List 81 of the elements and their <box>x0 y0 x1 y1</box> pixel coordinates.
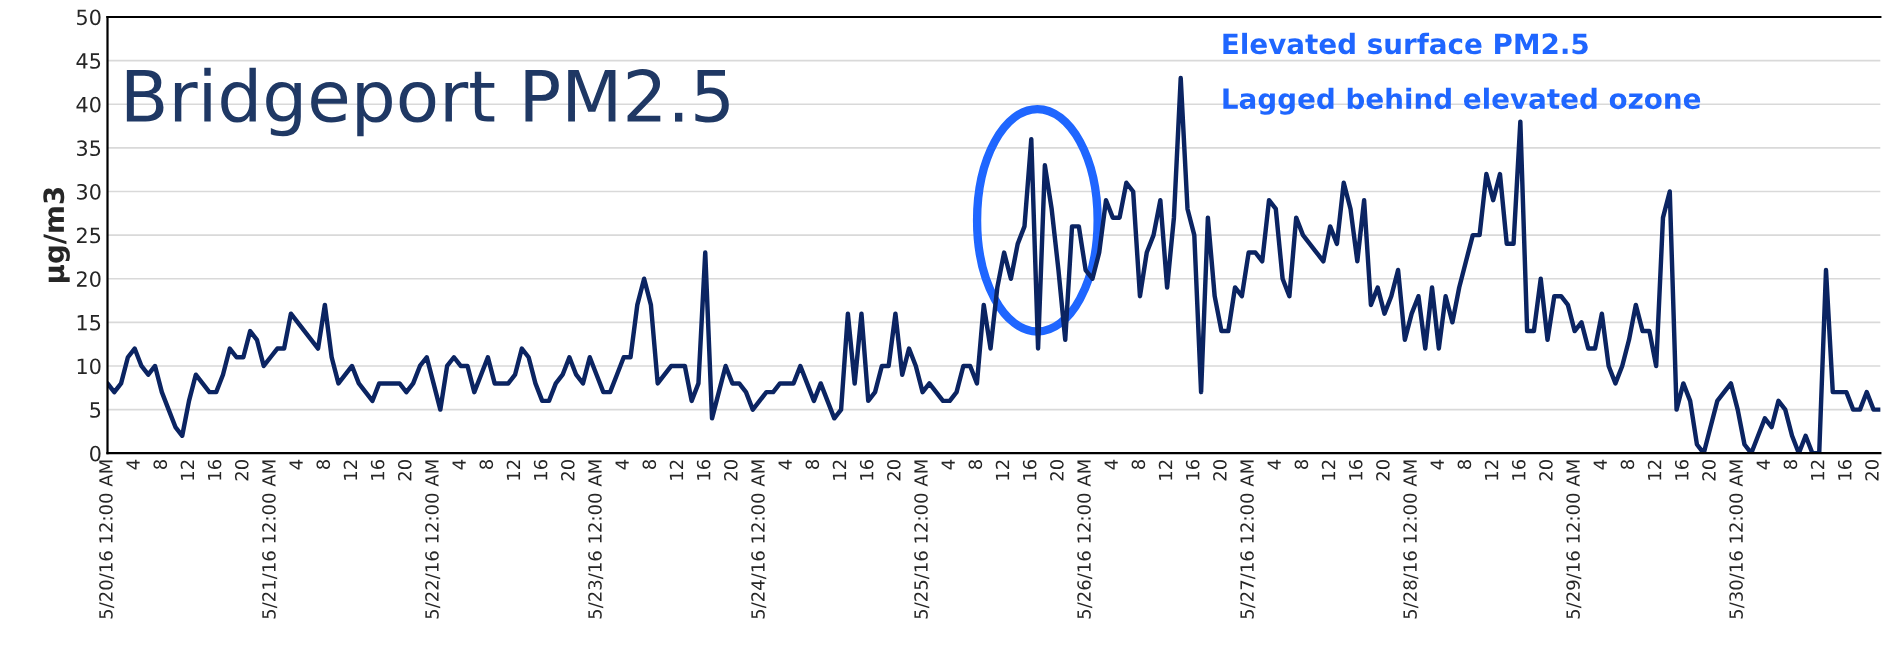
x-tick-label: 16 <box>1837 459 1852 480</box>
x-tick-label: 4 <box>941 459 955 470</box>
x-tick-label: 5/20/16 12:00 AM <box>99 460 115 619</box>
x-tick-label: 16 <box>370 459 385 480</box>
y-tick-label: 15 <box>77 315 101 331</box>
x-tick-label: 12 <box>1158 460 1173 480</box>
y-tick-label: 25 <box>76 227 101 244</box>
x-tick-label: 20 <box>234 459 249 481</box>
x-tick-label: 12 <box>669 460 684 480</box>
x-tick-label: 8 <box>1457 460 1472 470</box>
x-tick-label: 5/26/16 12:00 AM <box>1077 460 1093 619</box>
y-tick-label: 45 <box>76 53 101 69</box>
y-tick-label: 35 <box>77 140 101 157</box>
y-tick-label: 20 <box>76 271 101 287</box>
x-tick-label: 4 <box>1267 459 1281 470</box>
x-tick-label: 12 <box>506 460 521 480</box>
x-tick-label: 16 <box>533 459 548 480</box>
x-tick-label: 5/28/16 12:00 AM <box>1403 460 1419 619</box>
x-tick-label: 5/22/16 12:00 AM <box>425 460 441 619</box>
x-tick-label: 16 <box>1348 459 1363 480</box>
x-tick-label: 20 <box>1865 459 1879 481</box>
x-tick-label: 8 <box>153 460 168 470</box>
x-tick-label: 12 <box>1484 460 1499 480</box>
x-tick-label: 20 <box>560 459 575 481</box>
x-tick-label: 4 <box>1593 459 1607 470</box>
x-tick-label: 5/27/16 12:00 AM <box>1240 460 1256 619</box>
x-tick-label: 4 <box>1430 459 1444 470</box>
x-tick-label: 20 <box>1702 459 1716 481</box>
text: Bridgeport PM2.5 <box>126 67 729 137</box>
x-tick-label: 4 <box>289 459 303 470</box>
y-tick-label: 30 <box>77 183 101 200</box>
x-tick-label: 12 <box>180 460 194 480</box>
x-tick-label: 4 <box>778 459 792 470</box>
y-tick-label: 5 <box>90 402 101 418</box>
x-tick-label: 16 <box>1185 459 1200 480</box>
x-tick-label: 20 <box>1050 459 1064 481</box>
x-tick-label: 12 <box>995 460 1010 480</box>
y-axis-title: µg/m3 <box>43 187 70 283</box>
x-tick-label: 20 <box>397 459 412 481</box>
x-tick-label: 12 <box>1321 460 1336 480</box>
x-tick-label: 16 <box>859 459 874 480</box>
x-tick-label: 4 <box>126 459 140 470</box>
x-tick-label: 8 <box>805 460 820 470</box>
x-tick-label: 8 <box>1783 460 1798 470</box>
y-tick-label: 0 <box>90 445 101 462</box>
x-tick-label: 8 <box>1131 460 1146 470</box>
x-tick-label: 16 <box>1674 459 1689 480</box>
x-tick-label: 20 <box>887 459 901 481</box>
x-tick-label: 16 <box>696 459 711 480</box>
x-tick-label: 8 <box>1294 460 1309 470</box>
x-tick-label: 8 <box>1620 460 1635 470</box>
x-tick-label: 20 <box>723 459 738 481</box>
x-tick-label: 4 <box>1756 459 1770 470</box>
annotation: Lagged behind elevated ozone <box>1223 87 1701 115</box>
x-tick-label: 16 <box>207 459 222 480</box>
x-tick-label: 12 <box>1647 460 1662 480</box>
x-tick-label: 4 <box>452 459 466 470</box>
x-tick-label: 16 <box>1022 459 1037 480</box>
x-tick-label: 5/25/16 12:00 AM <box>914 460 930 619</box>
x-tick-label: 5/29/16 12:00 AM <box>1566 460 1582 619</box>
x-tick-label: 20 <box>1539 459 1553 481</box>
x-tick-label: 5/24/16 12:00 AM <box>751 460 767 619</box>
x-tick-label: 16 <box>1511 459 1526 480</box>
x-tick-label: 8 <box>479 460 494 470</box>
x-tick-label: 8 <box>968 460 983 470</box>
x-tick-label: 12 <box>832 460 847 480</box>
x-tick-label: 5/21/16 12:00 AM <box>262 460 278 619</box>
x-tick-label: 20 <box>1376 459 1390 481</box>
y-tick-label: 40 <box>76 96 101 113</box>
x-tick-label: 8 <box>316 460 331 470</box>
x-tick-label: 20 <box>1213 459 1227 481</box>
annotation: Elevated surface PM2.5 <box>1223 32 1588 55</box>
x-tick-label: 5/23/16 12:00 AM <box>588 460 604 619</box>
x-tick-label: 4 <box>615 459 629 470</box>
x-tick-label: 4 <box>1104 459 1118 470</box>
x-tick-label: 12 <box>343 460 358 480</box>
y-tick-label: 10 <box>77 358 101 375</box>
x-tick-label: 12 <box>1810 460 1825 480</box>
y-tick-label: 50 <box>77 9 101 26</box>
x-tick-label: 8 <box>642 460 657 470</box>
x-tick-label: 5/30/16 12:00 AM <box>1729 460 1745 619</box>
